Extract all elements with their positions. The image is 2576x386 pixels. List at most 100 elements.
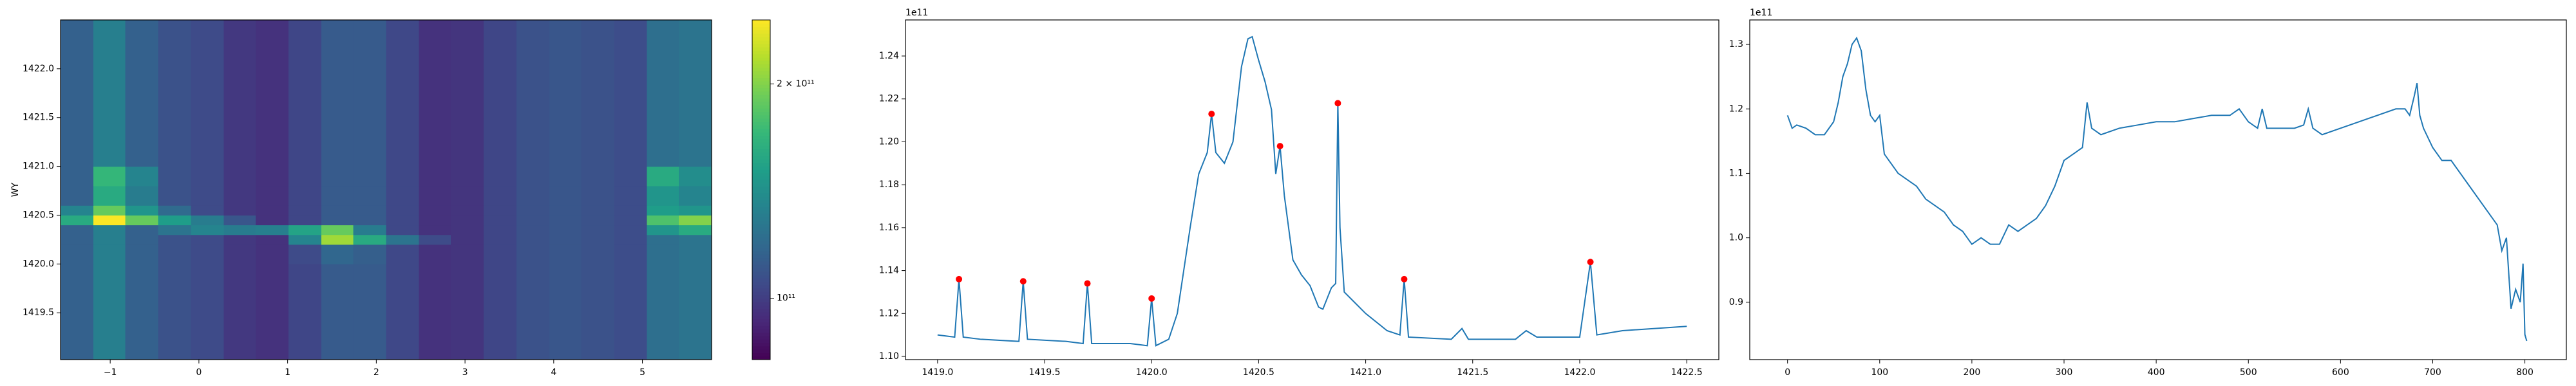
- colorbar-segment: [752, 37, 770, 41]
- y-tick-label: 1421.5: [23, 113, 54, 123]
- x-tick-label: 200: [1964, 367, 1981, 378]
- heatmap-cell: [321, 20, 354, 69]
- x-tick-label: −1: [104, 367, 117, 378]
- heatmap-cell: [549, 20, 582, 69]
- axes-frame: [1749, 19, 2567, 360]
- colorbar-segment: [752, 339, 770, 344]
- heatmap-cell: [353, 244, 386, 264]
- colorbar-segment: [752, 217, 770, 221]
- y-tick-label: 1.14: [879, 266, 899, 276]
- heatmap-cell: [321, 117, 354, 167]
- heatmap-cell: [223, 215, 256, 226]
- heatmap-cell: [549, 244, 582, 264]
- heatmap-cell: [61, 20, 94, 69]
- heatmap-cell: [549, 264, 582, 313]
- colorbar-segment: [752, 230, 770, 235]
- heatmap-cell: [451, 117, 484, 167]
- heatmap-cell: [581, 215, 614, 226]
- heatmap-cell: [93, 117, 126, 167]
- x-tick-label: 100: [1871, 367, 1888, 378]
- heatmap-cell: [256, 68, 289, 118]
- colorbar-tick-label: 2 × 10¹¹: [777, 78, 815, 89]
- heatmap-cell: [191, 20, 224, 69]
- colorbar-segment: [752, 261, 770, 265]
- heatmap-cell: [158, 20, 191, 69]
- peak-marker: [1276, 143, 1283, 150]
- heatmap-cell: [288, 20, 322, 69]
- colorbar-segment: [752, 345, 770, 350]
- heatmap-cell: [419, 244, 451, 264]
- colorbar-segment: [752, 312, 770, 316]
- heatmap-cell: [61, 215, 94, 226]
- colorbar-segment: [752, 84, 770, 89]
- x-tick-label: 3: [462, 367, 468, 378]
- heatmap-cell: [484, 117, 517, 167]
- colorbar-segment: [752, 183, 770, 187]
- x-tick-label: 1422.0: [1564, 367, 1595, 378]
- heatmap-cell: [581, 225, 614, 235]
- heatmap-cell: [93, 264, 126, 313]
- heatmap-cell: [451, 205, 484, 216]
- colorbar-segment: [752, 210, 770, 214]
- colorbar-segment: [752, 207, 770, 211]
- colorbar-segment: [752, 223, 770, 228]
- peak-marker: [1401, 275, 1408, 282]
- heatmap-cell: [386, 225, 419, 235]
- colorbar-segment: [752, 196, 770, 201]
- heatmap-cell: [614, 68, 647, 118]
- heatmap-cell: [549, 185, 582, 206]
- colorbar-segment: [752, 322, 770, 326]
- heatmap-cell: [256, 313, 289, 360]
- heatmap-cell: [288, 215, 322, 226]
- line: [1786, 36, 2528, 342]
- heatmap-cell: [61, 313, 94, 360]
- heatmap-cell: [484, 234, 517, 245]
- peak-marker: [1148, 295, 1155, 302]
- colorbar-segment: [752, 81, 770, 85]
- x-tick-label: 500: [2240, 367, 2257, 378]
- colorbar-segment: [752, 308, 770, 313]
- heatmap-cell: [158, 244, 191, 264]
- heatmap-cell: [516, 313, 550, 360]
- y-tick-label: 1419.5: [23, 308, 54, 318]
- colorbar-segment: [752, 241, 770, 244]
- heatmap-cell: [386, 234, 419, 245]
- heatmap-cell: [158, 117, 191, 167]
- colorbar-segment: [752, 336, 770, 340]
- y-axis-label: WY: [10, 182, 21, 197]
- heatmap-cell: [516, 20, 550, 69]
- colorbar-segment: [752, 254, 770, 259]
- y-tick-label: 1.20: [879, 136, 899, 147]
- heatmap-cell: [581, 234, 614, 245]
- heatmap-cell: [223, 68, 256, 118]
- x-tick-label: 1421.0: [1350, 367, 1381, 378]
- heatmap-cell: [256, 215, 289, 226]
- heatmap-cell: [614, 215, 647, 226]
- colorbar-segment: [752, 353, 770, 357]
- heatmap-cell: [256, 117, 289, 167]
- heatmap-cell: [223, 313, 256, 360]
- heatmap-cell: [451, 313, 484, 360]
- colorbar-segment: [752, 179, 770, 183]
- colorbar-segment: [752, 176, 770, 180]
- heatmap-cell: [353, 117, 386, 167]
- heatmap-cell: [256, 166, 289, 187]
- heatmap-cell: [223, 225, 256, 235]
- heatmap-cell: [353, 205, 386, 216]
- colorbar-segment: [752, 281, 770, 286]
- heatmap-cell: [516, 166, 550, 187]
- heatmap-cell: [386, 205, 419, 216]
- heatmap-cell: [581, 117, 614, 167]
- heatmap-cell: [158, 185, 191, 206]
- heatmap-cell: [353, 68, 386, 118]
- heatmap-cell: [614, 166, 647, 187]
- x-tick-label: 1419.5: [1029, 367, 1061, 378]
- heatmap-cell: [93, 234, 126, 245]
- heatmap-cell: [419, 166, 451, 187]
- colorbar-segment: [752, 172, 770, 177]
- colorbar-segment: [752, 284, 770, 289]
- heatmap-cell: [679, 117, 712, 167]
- heatmap-cell: [288, 68, 322, 118]
- heatmap-cell: [93, 205, 126, 216]
- colorbar-segment: [752, 87, 770, 92]
